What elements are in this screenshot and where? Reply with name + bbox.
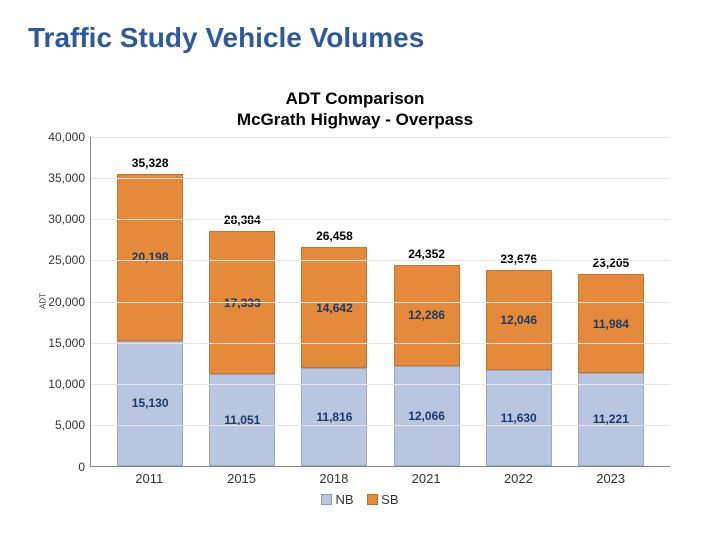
- bar-segment-value: 11,984: [593, 317, 629, 331]
- bar-segment-sb: 12,286: [394, 265, 460, 366]
- gridline: [91, 384, 670, 385]
- bar-column: 28,38417,33311,051: [209, 231, 275, 465]
- y-tick-label: 25,000: [41, 253, 85, 267]
- gridline: [91, 260, 670, 261]
- bar-total-label: 28,384: [224, 213, 261, 227]
- x-axis: 2011 2015 2018 2021 2022 2023: [90, 467, 670, 486]
- bar-column: 23,20511,98411,221: [578, 274, 644, 465]
- bar-column: 35,32820,19815,130: [117, 174, 183, 465]
- legend-label-nb: NB: [335, 492, 353, 507]
- bar-segment-value: 14,642: [316, 301, 353, 315]
- gridline: [91, 137, 670, 138]
- bar-segment-sb: 17,333: [209, 231, 275, 374]
- legend-swatch-nb: [321, 494, 332, 505]
- chart-container: ADT Comparison McGrath Highway - Overpas…: [30, 88, 680, 518]
- bar-total-label: 24,352: [408, 247, 445, 261]
- bar-segment-sb: 14,642: [301, 247, 367, 368]
- bar-total-label: 26,458: [316, 229, 353, 243]
- gridline: [91, 219, 670, 220]
- y-tick-label: 5,000: [41, 418, 85, 432]
- bar-total-label: 35,328: [132, 156, 169, 170]
- x-tick-label: 2018: [301, 467, 367, 486]
- chart-title-line2: McGrath Highway - Overpass: [237, 110, 473, 129]
- bar-segment-value: 12,066: [408, 409, 445, 423]
- bar-segment-value: 11,816: [316, 410, 352, 424]
- gridline: [91, 178, 670, 179]
- chart-title: ADT Comparison McGrath Highway - Overpas…: [30, 88, 680, 131]
- bar-segment-nb: 11,816: [301, 368, 367, 465]
- y-tick-label: 20,000: [41, 295, 85, 309]
- bar-segment-nb: 15,130: [117, 341, 183, 466]
- page-title: Traffic Study Vehicle Volumes: [28, 22, 424, 54]
- bar-column: 23,67612,04611,630: [486, 270, 552, 465]
- y-tick-label: 30,000: [41, 212, 85, 226]
- bar-segment-sb: 20,198: [117, 174, 183, 341]
- bar-segment-value: 12,286: [408, 308, 445, 322]
- y-tick-label: 40,000: [41, 130, 85, 144]
- bar-segment-value: 15,130: [132, 396, 169, 410]
- bar-segment-nb: 11,051: [209, 374, 275, 465]
- bar-total-label: 23,205: [592, 256, 629, 270]
- y-tick-label: 35,000: [41, 171, 85, 185]
- x-tick-label: 2021: [393, 467, 459, 486]
- bar-segment-sb: 12,046: [486, 270, 552, 369]
- bar-segment-nb: 11,221: [578, 373, 644, 466]
- plot-area: ADT 35,32820,19815,13028,38417,33311,051…: [90, 137, 670, 467]
- bar-segment-sb: 11,984: [578, 274, 644, 373]
- bar-segment-value: 20,198: [132, 250, 169, 264]
- x-tick-label: 2011: [116, 467, 182, 486]
- x-tick-label: 2022: [485, 467, 551, 486]
- legend-swatch-sb: [367, 494, 378, 505]
- bar-segment-value: 11,630: [501, 411, 537, 425]
- x-tick-label: 2015: [209, 467, 275, 486]
- gridline: [91, 302, 670, 303]
- bar-segment-value: 12,046: [500, 313, 537, 327]
- bar-column: 24,35212,28612,066: [394, 265, 460, 466]
- chart-title-line1: ADT Comparison: [286, 89, 425, 108]
- y-tick-label: 10,000: [41, 377, 85, 391]
- bar-segment-value: 11,221: [593, 412, 629, 426]
- x-tick-label: 2023: [578, 467, 644, 486]
- y-tick-label: 0: [41, 460, 85, 474]
- bar-total-label: 23,676: [500, 252, 537, 266]
- gridline: [91, 343, 670, 344]
- bar-segment-value: 17,333: [224, 296, 261, 310]
- bar-segment-nb: 12,066: [394, 366, 460, 466]
- bar-column: 26,45814,64211,816: [301, 247, 367, 465]
- gridline: [91, 425, 670, 426]
- legend: NB SB: [30, 492, 680, 507]
- y-tick-label: 15,000: [41, 336, 85, 350]
- legend-label-sb: SB: [381, 492, 398, 507]
